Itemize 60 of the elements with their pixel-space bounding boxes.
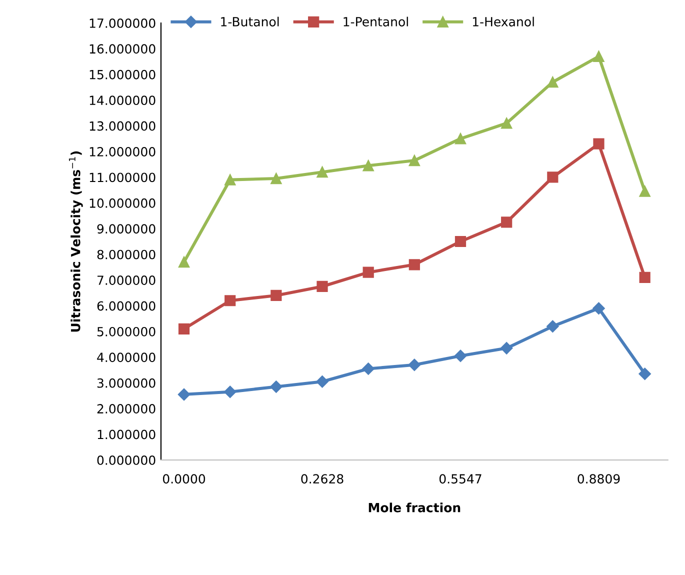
y-tick-label: 9.000000	[97, 224, 156, 234]
y-tick-label: 1.000000	[98, 430, 156, 440]
y-tick-label: 7.000000	[97, 276, 156, 285]
y-tick-label: 8.000000	[97, 250, 156, 260]
y-tick-label: 14.000000	[90, 96, 156, 106]
point	[178, 256, 190, 268]
legend-label: 1-Butanol	[221, 16, 279, 26]
point	[593, 138, 604, 150]
point	[178, 388, 190, 401]
point	[500, 342, 513, 354]
point	[547, 172, 558, 183]
y-tick-label: 10.000000	[90, 198, 156, 208]
point	[224, 295, 236, 306]
y-tick-label: 13.000000	[90, 121, 156, 131]
y-tick-label: 16.000000	[90, 44, 156, 54]
x-tick-label: 0.2628	[301, 474, 344, 484]
y-tick-label: 17.000000	[90, 18, 156, 28]
point	[362, 160, 374, 172]
y-tick-label: 11.000000	[90, 172, 156, 182]
point	[316, 166, 328, 178]
y-tick-label: 2.000000	[97, 404, 156, 414]
point	[501, 216, 512, 228]
legend-label: 1-Pentanol	[344, 16, 408, 26]
point	[270, 290, 282, 302]
point	[316, 280, 328, 292]
point	[224, 174, 236, 186]
x-axis-title: Mole fraction	[368, 502, 460, 512]
point	[592, 302, 605, 314]
point	[408, 154, 420, 166]
point	[316, 376, 328, 388]
y-tick-label: 0.000000	[97, 455, 156, 465]
legend-label: 1-Hexanol	[472, 16, 534, 26]
point	[362, 362, 374, 375]
point	[546, 320, 559, 332]
point	[593, 50, 604, 62]
y-tick-label: 5.000000	[97, 326, 156, 336]
x-tick-label: 0.5547	[439, 474, 482, 484]
y-axis-title: Uitrasonic Velocity (ms$^{−1}$)	[68, 151, 83, 332]
point	[547, 76, 558, 88]
point	[639, 186, 650, 197]
x-tick-label: 0.8809	[578, 474, 620, 484]
point	[454, 350, 467, 362]
y-tick-label: 6.000000	[97, 301, 156, 311]
point	[501, 118, 512, 129]
point	[638, 368, 651, 380]
point	[270, 172, 282, 184]
y-tick-label: 15.000000	[90, 70, 156, 80]
point	[639, 272, 650, 284]
point	[270, 380, 282, 393]
y-tick-label: 4.000000	[97, 352, 156, 362]
point	[454, 236, 466, 248]
point	[224, 386, 236, 398]
point	[362, 266, 374, 278]
point	[408, 259, 420, 270]
y-tick-label: 12.000000	[90, 147, 156, 156]
x-tick-label: 0.0000	[162, 474, 206, 484]
point	[408, 358, 421, 371]
y-tick-label: 3.000000	[97, 378, 156, 388]
point	[454, 133, 466, 144]
point	[178, 323, 190, 334]
